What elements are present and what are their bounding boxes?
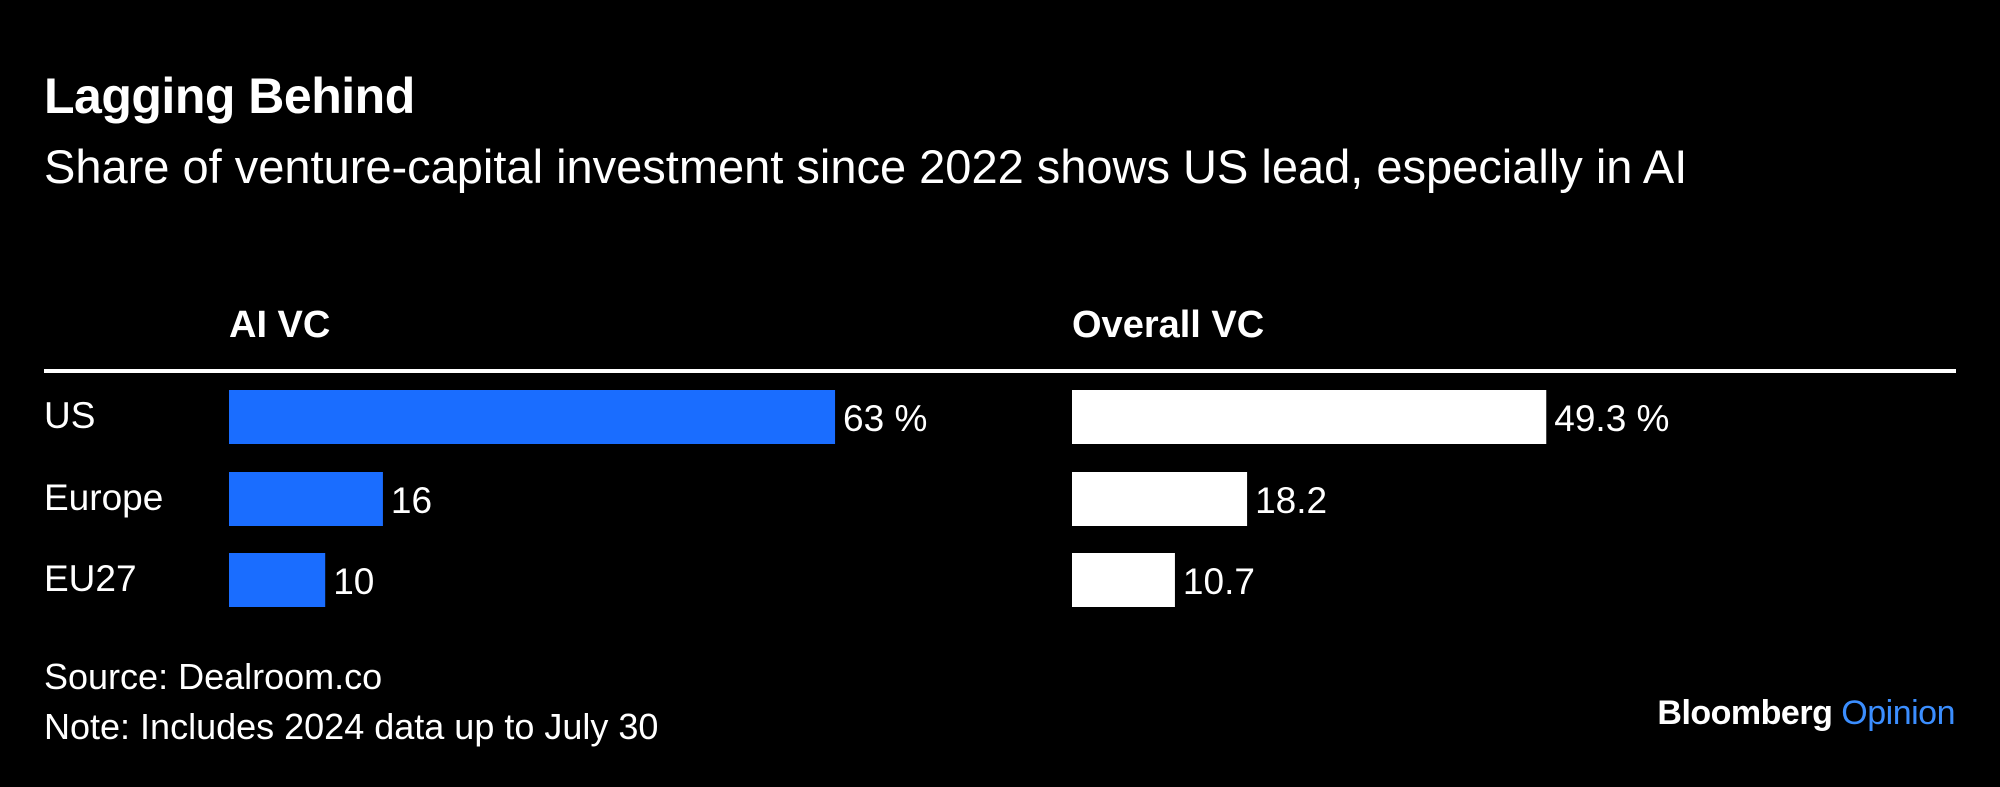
ai-vc-bar-eu27: [229, 553, 326, 607]
overall-vc-bar-eu27: [1072, 553, 1175, 607]
chart-subtitle: Share of venture-capital investment sinc…: [44, 140, 1688, 193]
category-label-us: US: [44, 395, 95, 436]
category-label-eu27: EU27: [44, 558, 137, 599]
ai-vc-value-label-us: 63 %: [843, 398, 927, 439]
chart-title: Lagging Behind: [44, 68, 415, 124]
overall-vc-value-label-europe: 18.2: [1255, 480, 1327, 521]
ai-vc-value-label-europe: 16: [391, 480, 432, 521]
data-note: Note: Includes 2024 data up to July 30: [44, 706, 659, 747]
brand-logo: Bloomberg Opinion: [1657, 694, 1955, 733]
overall-vc-bar-europe: [1072, 472, 1248, 526]
source-note: Source: Dealroom.co: [44, 656, 383, 697]
overall-vc-bar-us: [1072, 390, 1547, 444]
footer-notes: Source: Dealroom.co Note: Includes 2024 …: [44, 652, 658, 752]
ai-vc-value-label-eu27: 10: [333, 561, 374, 602]
overall-vc-value-label-eu27: 10.7: [1183, 561, 1255, 602]
ai-vc-bar-europe: [229, 472, 383, 526]
panel-title-overall-vc: Overall VC: [1072, 304, 1264, 346]
overall-vc-value-label-us: 49.3 %: [1554, 398, 1669, 439]
panel-title-ai-vc: AI VC: [229, 304, 330, 346]
ai-vc-bar-us: [229, 390, 836, 444]
brand-name: Bloomberg: [1657, 694, 1833, 732]
brand-section: Opinion: [1841, 694, 1955, 732]
category-label-europe: Europe: [44, 477, 163, 518]
